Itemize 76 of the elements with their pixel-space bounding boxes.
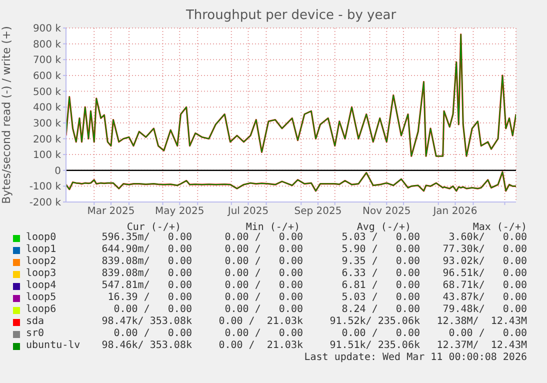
y-tick-label: -100 k xyxy=(29,182,62,193)
y-tick-label: 0 xyxy=(54,166,61,177)
text: Min (-/+) xyxy=(246,222,300,233)
legend-label: loop4 xyxy=(26,280,56,291)
legend-label: loop6 xyxy=(26,304,56,315)
text: 0.00 / 0.00 xyxy=(224,292,303,303)
text: 839.08m/ 0.00 xyxy=(102,256,192,267)
chart-title: Throughput per device - by year xyxy=(184,8,398,23)
text: 91.52k/ 235.06k xyxy=(330,316,420,327)
text: 839.08m/ 0.00 xyxy=(102,268,192,279)
text: 0.00 / 0.00 xyxy=(448,328,527,339)
text: 96.51k/ 0.00 xyxy=(442,268,527,279)
y-tick-label: 800 k xyxy=(32,39,62,50)
legend-label: loop5 xyxy=(26,292,56,303)
y-tick-label: 700 k xyxy=(32,55,62,66)
legend-label: loop2 xyxy=(26,256,56,267)
text: 0.00 / 0.00 xyxy=(342,328,420,339)
text: 93.02k/ 0.00 xyxy=(442,256,527,267)
text: 0.00 / 21.03k xyxy=(218,316,303,327)
text: 43.87k/ 0.00 xyxy=(442,292,527,303)
text: 0.00 / 21.03k xyxy=(218,340,303,351)
text: 12.37M/ 12.43M xyxy=(436,340,527,351)
text: 0.00 / 0.00 xyxy=(224,280,303,291)
legend-label: loop3 xyxy=(26,268,56,279)
text: 596.35m/ 0.00 xyxy=(102,232,192,243)
text: 77.30k/ 0.00 xyxy=(442,244,527,255)
y-tick-label: 300 k xyxy=(32,118,62,130)
text: 8.24 / 0.00 xyxy=(342,304,420,315)
text: 98.46k/ 353.08k xyxy=(102,340,192,351)
text: 68.71k/ 0.00 xyxy=(442,280,527,291)
text: 0.00 / 0.00 xyxy=(114,328,192,339)
legend-label: loop0 xyxy=(26,232,56,243)
text: 0.00 / 0.00 xyxy=(224,232,303,243)
legend-label: ubuntu-lv xyxy=(26,340,80,351)
text: 5.03 / 0.00 xyxy=(342,232,420,243)
text: 0.00 / 0.00 xyxy=(224,256,303,267)
text: 0.00 / 0.00 xyxy=(224,268,303,279)
text: 3.60k/ 0.00 xyxy=(448,232,527,243)
x-tick-label: May 2025 xyxy=(154,206,204,218)
text: 98.47k/ 353.08k xyxy=(102,316,192,327)
text: 16.39 / 0.00 xyxy=(108,292,192,303)
y-tick-label: 200 k xyxy=(32,134,62,146)
y-tick-label: 600 k xyxy=(32,71,62,82)
legend-label: loop1 xyxy=(26,244,56,255)
x-tick-label: Jan 2026 xyxy=(432,206,478,218)
text: 0.00 / 0.00 xyxy=(224,244,303,255)
text: 0.00 / 0.00 xyxy=(114,304,192,315)
x-tick-label: Mar 2025 xyxy=(87,206,135,218)
text: Last update: Wed Mar 11 00:00:08 2026 xyxy=(304,352,527,363)
text: 91.51k/ 235.06k xyxy=(330,340,420,351)
text: 79.48k/ 0.00 xyxy=(442,304,527,315)
x-tick-label: Sep 2025 xyxy=(294,206,342,218)
text: 6.33 / 0.00 xyxy=(342,268,420,279)
y-tick-label: 100 k xyxy=(32,150,62,162)
text: Max (-/+) xyxy=(472,222,527,233)
text: 6.81 / 0.00 xyxy=(342,280,420,291)
text: 5.03 / 0.00 xyxy=(342,292,420,303)
text: 547.81m/ 0.00 xyxy=(102,280,192,291)
x-tick-label: Nov 2025 xyxy=(362,206,411,218)
y-tick-label: 400 k xyxy=(32,102,62,114)
y-tick-label: -200 k xyxy=(29,198,62,209)
y-tick-label: 900 k xyxy=(32,24,62,35)
text: 644.90m/ 0.00 xyxy=(102,244,192,255)
line-series xyxy=(66,34,516,157)
legend-label: sda xyxy=(26,316,44,327)
text: 12.38M/ 12.43M xyxy=(436,316,527,327)
legend-label: sr0 xyxy=(26,328,44,339)
text: 5.90 / 0.00 xyxy=(342,244,420,255)
text: 0.00 / 0.00 xyxy=(224,304,303,315)
text: 9.35 / 0.00 xyxy=(342,256,420,267)
y-tick-label: 500 k xyxy=(32,86,62,98)
text: Cur (-/+) xyxy=(126,222,181,233)
y-axis-title: Bytes/second read (-) / write (+) xyxy=(0,26,13,204)
text: 0.00 / 0.00 xyxy=(224,328,303,339)
x-tick-label: Jul 2025 xyxy=(226,206,269,218)
text: Avg (-/+) xyxy=(356,222,411,233)
